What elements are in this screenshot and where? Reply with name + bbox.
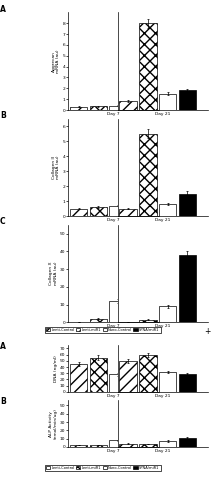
Bar [70, 209, 87, 216]
Text: B: B [0, 397, 6, 406]
Bar [89, 319, 107, 322]
Bar [70, 107, 87, 110]
Legend: Lenti-Control, Lenti-miR1, Nano-Control, SPNA/miR1: Lenti-Control, Lenti-miR1, Nano-Control,… [44, 465, 161, 471]
Bar [89, 207, 107, 216]
Bar [179, 91, 196, 110]
Text: A: A [0, 5, 6, 13]
Text: B: B [0, 111, 6, 120]
Bar [159, 372, 176, 392]
Bar [89, 106, 107, 110]
Bar [129, 381, 146, 392]
Bar [119, 209, 137, 216]
Bar [109, 106, 127, 110]
Bar [89, 358, 107, 392]
X-axis label: Day 21: Day 21 [155, 324, 171, 329]
Bar [179, 438, 196, 447]
Text: C: C [0, 217, 6, 226]
X-axis label: Day 7: Day 7 [107, 394, 120, 398]
Bar [139, 134, 157, 216]
Text: A: A [0, 342, 6, 351]
Bar [179, 375, 196, 392]
Bar [179, 255, 196, 322]
X-axis label: Day 21: Day 21 [155, 218, 171, 222]
X-axis label: Day 7: Day 7 [107, 449, 120, 453]
Bar [70, 445, 87, 447]
Bar [119, 444, 137, 447]
Bar [109, 375, 127, 392]
Bar [179, 194, 196, 216]
X-axis label: Day 21: Day 21 [155, 112, 171, 116]
Bar [159, 204, 176, 216]
Y-axis label: Aggrecan
mRNA (au): Aggrecan mRNA (au) [52, 49, 60, 73]
Y-axis label: ALP Activity
(nmol/min/ug): ALP Activity (nmol/min/ug) [49, 408, 57, 439]
Bar [139, 319, 157, 322]
Bar [109, 205, 127, 216]
X-axis label: Day 7: Day 7 [107, 112, 120, 116]
Bar [139, 23, 157, 110]
Bar [70, 364, 87, 392]
Legend: Lenti-Control, Lenti-miR1, Nano-Control, SPNA/miR1: Lenti-Control, Lenti-miR1, Nano-Control,… [44, 327, 161, 333]
Bar [89, 445, 107, 447]
Bar [159, 441, 176, 447]
Bar [129, 100, 146, 110]
Bar [109, 301, 127, 322]
Y-axis label: Collagen II
mRNA (au): Collagen II mRNA (au) [52, 156, 60, 179]
Bar [129, 200, 146, 216]
Bar [159, 307, 176, 322]
Bar [109, 440, 127, 447]
Bar [119, 102, 137, 110]
Text: +: + [204, 327, 211, 336]
X-axis label: Day 7: Day 7 [107, 218, 120, 222]
Y-axis label: Collagen X
mRNA (au): Collagen X mRNA (au) [49, 262, 57, 285]
Bar [159, 94, 176, 110]
Bar [139, 444, 157, 447]
Bar [119, 361, 137, 392]
Bar [129, 405, 146, 447]
X-axis label: Day 21: Day 21 [155, 394, 171, 398]
Y-axis label: DNA (ng/ml): DNA (ng/ml) [54, 355, 57, 382]
Bar [129, 242, 146, 322]
Bar [139, 354, 157, 392]
X-axis label: Day 7: Day 7 [107, 324, 120, 329]
X-axis label: Day 21: Day 21 [155, 449, 171, 453]
